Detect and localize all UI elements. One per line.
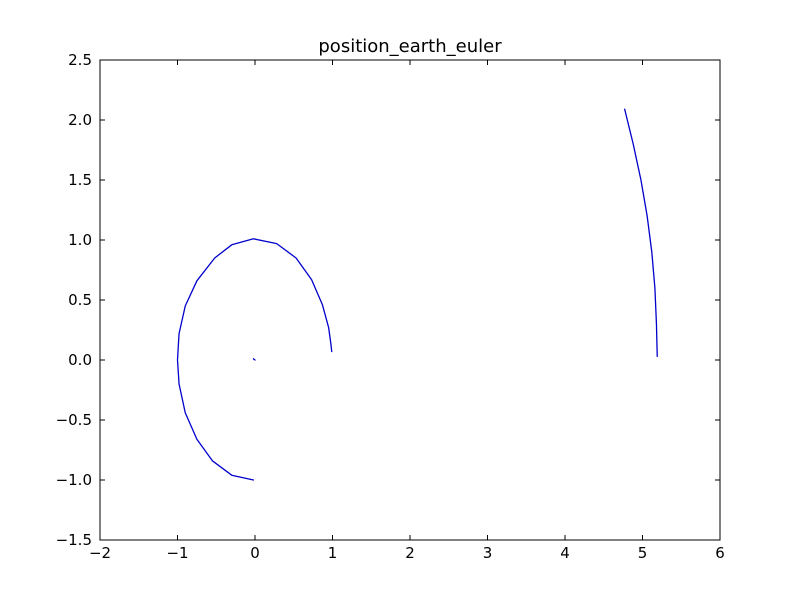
y-tick-label: −1.0 — [56, 471, 92, 489]
y-tick-label: 1.5 — [68, 171, 92, 189]
series-line-3 — [624, 108, 658, 358]
x-tick-label: 3 — [483, 544, 493, 562]
plot-lines — [176, 108, 658, 481]
y-tick-label: 2.5 — [68, 51, 92, 69]
y-tick-label: 0.5 — [68, 291, 92, 309]
x-tick-label: 0 — [250, 544, 260, 562]
y-tick-label: −1.5 — [56, 531, 92, 549]
x-tick-label: −2 — [89, 544, 111, 562]
x-tick-label: 2 — [405, 544, 415, 562]
y-axis-ticks: −1.5 −1.0 −0.5 0.0 0.5 1.0 1.5 2.0 2.5 — [56, 51, 720, 549]
x-tick-label: 6 — [715, 544, 725, 562]
y-tick-label: 2.0 — [68, 111, 92, 129]
x-axis-ticks: −2 −1 0 1 2 3 4 5 6 — [89, 60, 725, 562]
series-line-1 — [176, 238, 333, 481]
y-tick-label: 0.0 — [68, 351, 92, 369]
series-line-2 — [252, 358, 256, 361]
x-tick-label: 5 — [638, 544, 648, 562]
x-tick-label: −1 — [166, 544, 188, 562]
chart-title: position_earth_euler — [318, 36, 502, 57]
x-tick-label: 4 — [560, 544, 570, 562]
y-tick-label: 1.0 — [68, 231, 92, 249]
y-tick-label: −0.5 — [56, 411, 92, 429]
x-tick-label: 1 — [328, 544, 338, 562]
